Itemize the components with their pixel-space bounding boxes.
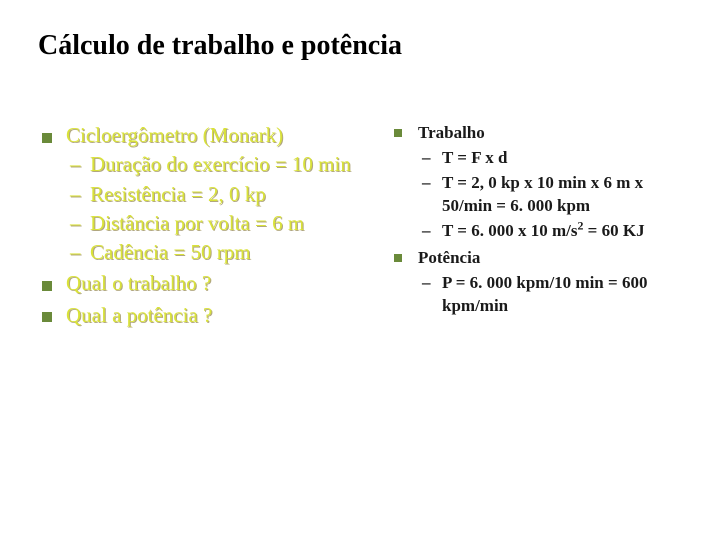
- slide: Cálculo de trabalho e potência Cicloergô…: [0, 0, 720, 540]
- left-item: Qual o trabalho ?: [38, 270, 378, 297]
- left-subitem: Distância por volta = 6 m: [66, 210, 378, 237]
- right-subitem: T = F x d: [418, 147, 682, 170]
- right-item: Potência P = 6. 000 kpm/10 min = 600 kpm/…: [390, 247, 682, 318]
- left-item-label: Qual o trabalho ?: [66, 271, 211, 295]
- right-sublist: P = 6. 000 kpm/10 min = 600 kpm/min: [418, 272, 682, 318]
- right-subitem: T = 6. 000 x 10 m/s2 = 60 KJ: [418, 220, 682, 243]
- right-sublist: T = F x dT = 2, 0 kp x 10 min x 6 m x 50…: [418, 147, 682, 243]
- left-subitem: Duração do exercício = 10 min: [66, 151, 378, 178]
- left-subitem: Resistência = 2, 0 kp: [66, 181, 378, 208]
- right-subitem: P = 6. 000 kpm/10 min = 600 kpm/min: [418, 272, 682, 318]
- right-subitem: T = 2, 0 kp x 10 min x 6 m x 50/min = 6.…: [418, 172, 682, 218]
- left-item: Cicloergômetro (Monark) Duração do exercí…: [38, 122, 378, 266]
- slide-title: Cálculo de trabalho e potência: [38, 30, 682, 62]
- right-item: Trabalho T = F x dT = 2, 0 kp x 10 min x …: [390, 122, 682, 243]
- left-item: Qual a potência ?: [38, 302, 378, 329]
- right-item-label: Trabalho: [418, 123, 485, 142]
- right-list: Trabalho T = F x dT = 2, 0 kp x 10 min x …: [390, 122, 682, 318]
- left-column: Cicloergômetro (Monark) Duração do exercí…: [38, 122, 378, 333]
- left-item-label: Qual a potência ?: [66, 303, 212, 327]
- columns: Cicloergômetro (Monark) Duração do exercí…: [38, 122, 682, 333]
- right-item-label: Potência: [418, 248, 480, 267]
- right-column: Trabalho T = F x dT = 2, 0 kp x 10 min x …: [390, 122, 682, 333]
- left-sublist: Duração do exercício = 10 min Resistência…: [66, 151, 378, 266]
- left-list: Cicloergômetro (Monark) Duração do exercí…: [38, 122, 378, 329]
- left-item-label: Cicloergômetro (Monark): [66, 123, 283, 147]
- left-subitem: Cadência = 50 rpm: [66, 239, 378, 266]
